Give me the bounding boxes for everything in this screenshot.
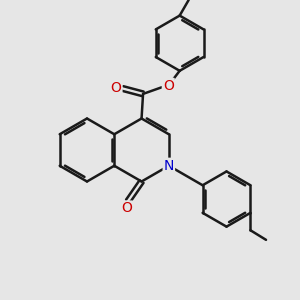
Text: O: O xyxy=(163,79,174,93)
Text: N: N xyxy=(164,159,174,173)
Text: O: O xyxy=(121,202,132,215)
Text: O: O xyxy=(111,82,122,95)
